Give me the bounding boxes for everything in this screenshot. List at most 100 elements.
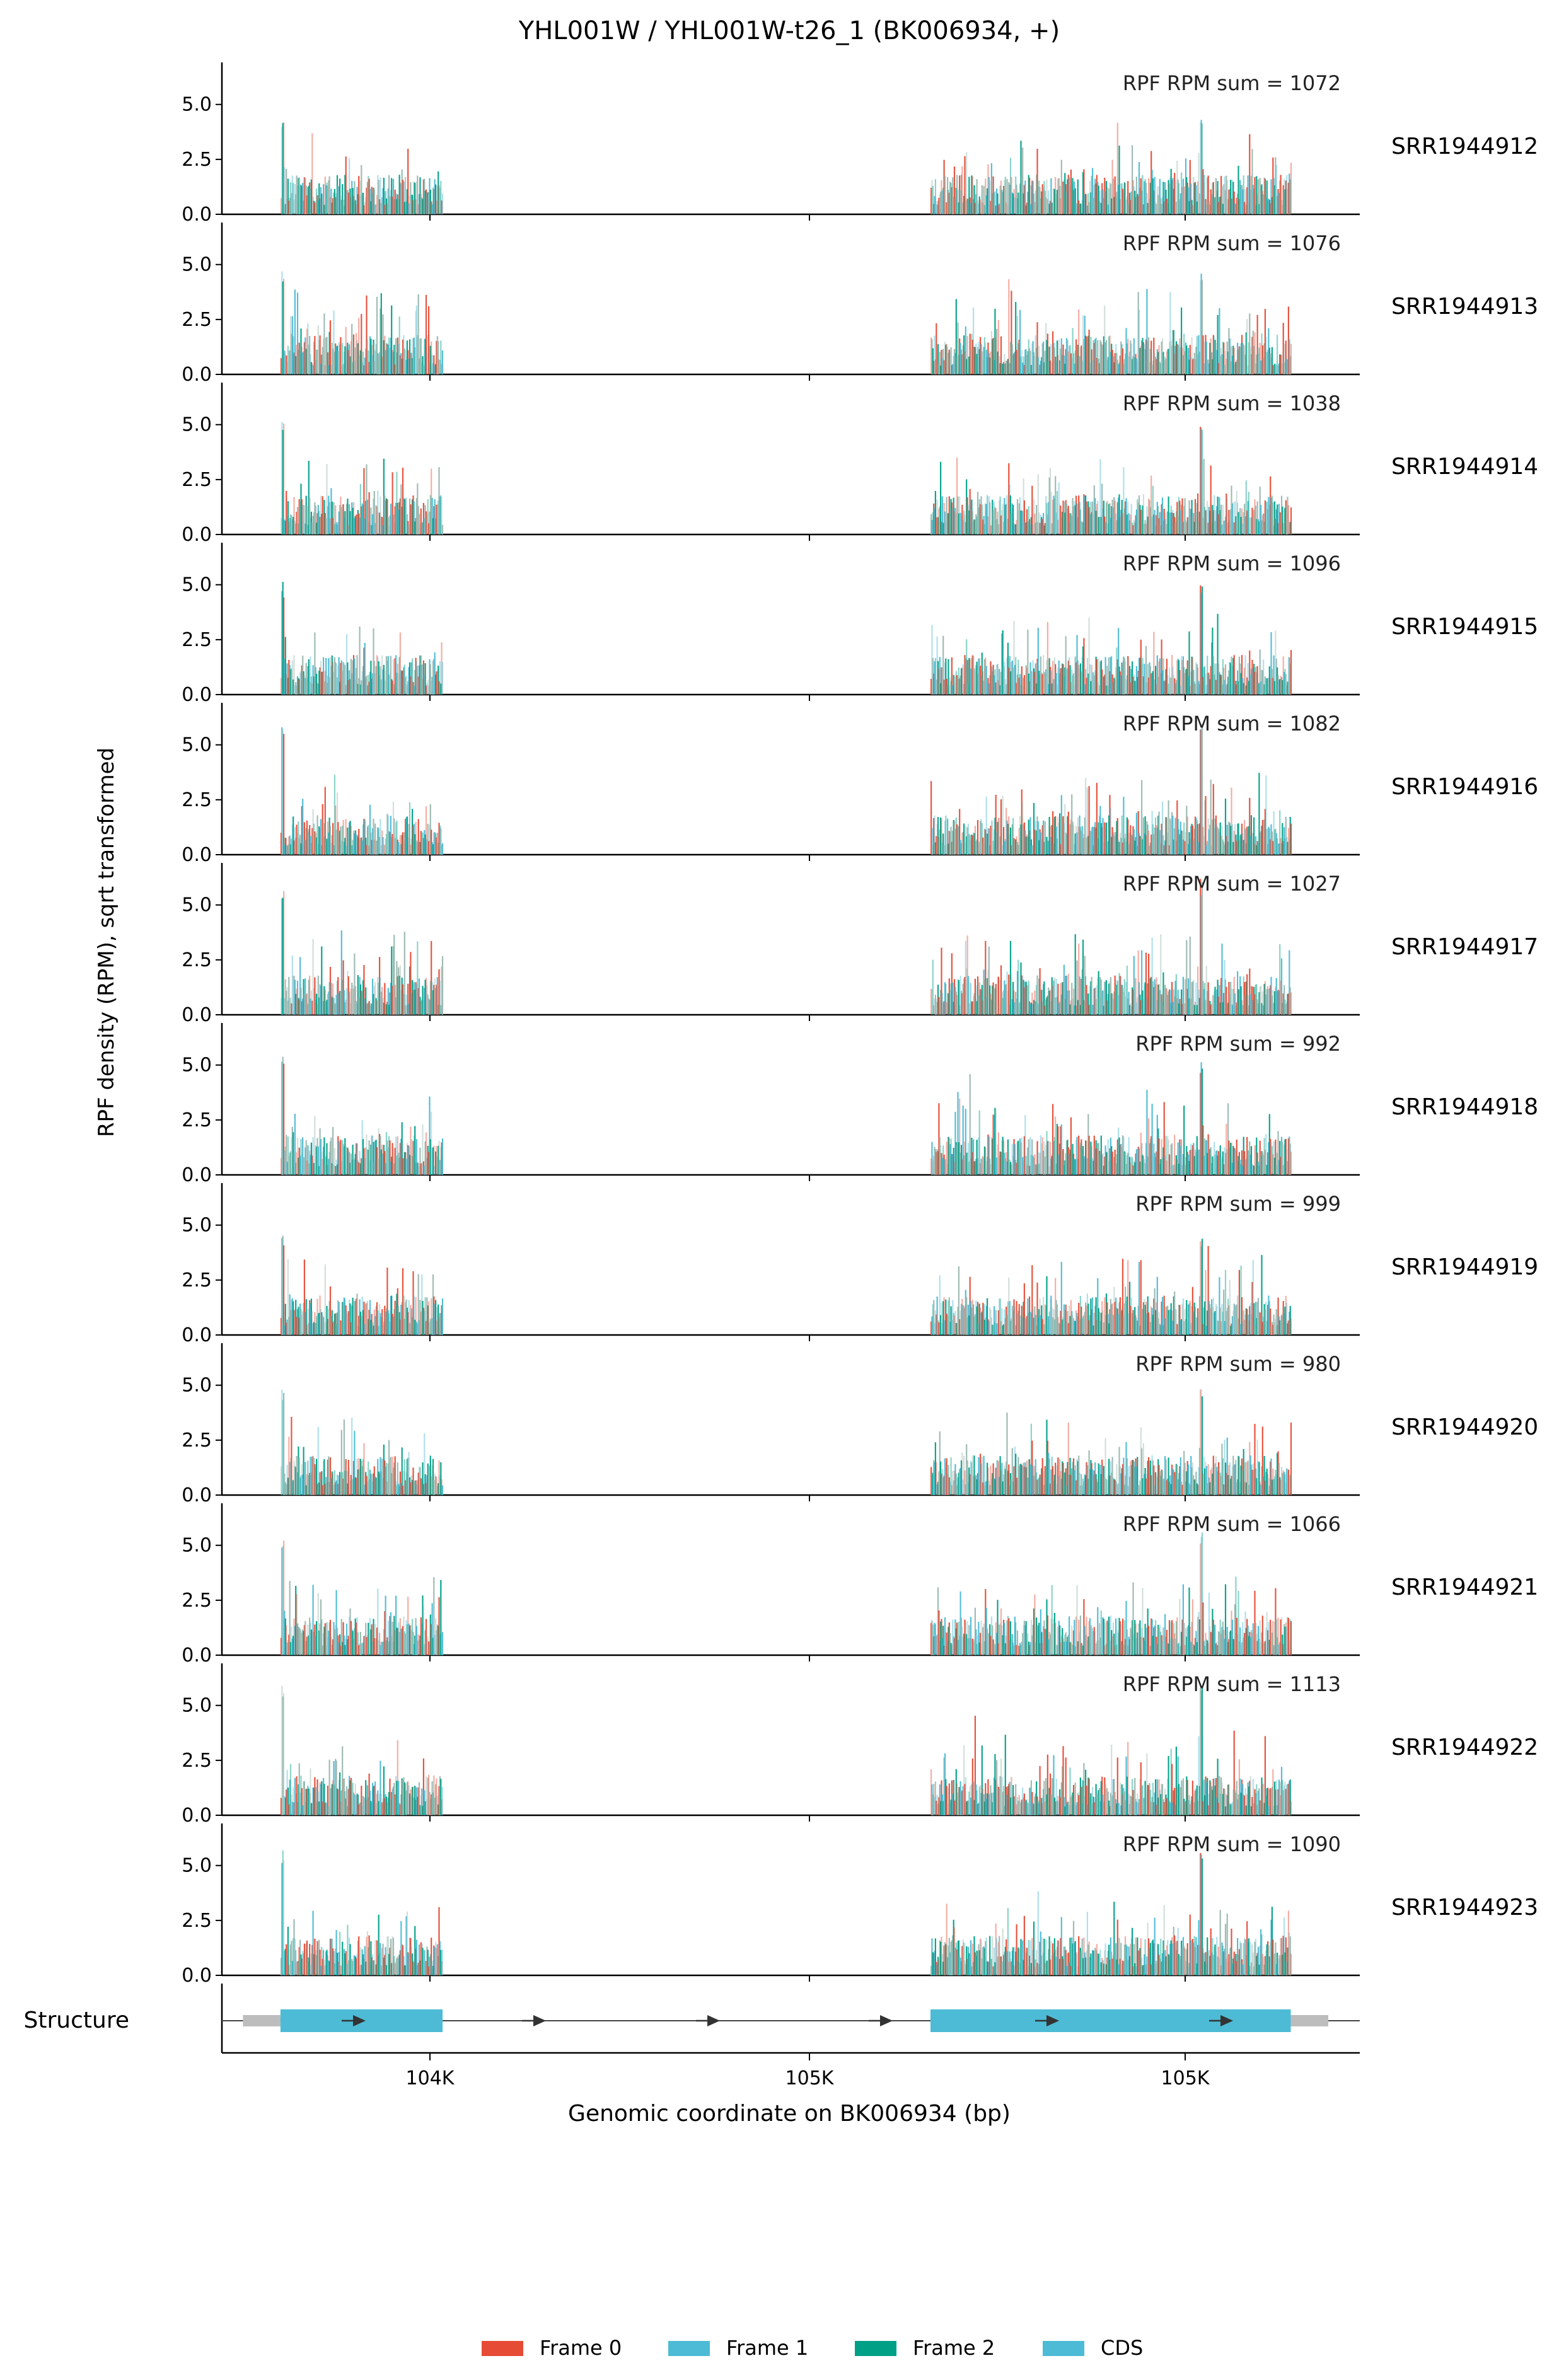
frame-1-bar — [345, 504, 348, 534]
frame-1-bar — [1203, 1156, 1205, 1175]
frame-1-bar — [413, 824, 415, 855]
frame-0-bar — [1046, 514, 1048, 534]
frame-0-bar — [1275, 630, 1277, 695]
frame-0-bar — [953, 1162, 956, 1175]
frame-1-bar — [936, 637, 938, 695]
frame-1-bar — [1203, 989, 1205, 1015]
frame-0-bar — [1163, 360, 1165, 374]
frame-0-bar — [376, 840, 378, 855]
frame-1-bar — [1138, 658, 1140, 695]
frame-2-bar — [1173, 674, 1174, 695]
frame-0-bar — [405, 1152, 407, 1175]
frame-0-bar — [1081, 1307, 1082, 1335]
frame-0-bar — [943, 502, 945, 534]
frame-1-bar — [1102, 676, 1104, 695]
frame-2-bar — [1038, 671, 1040, 695]
frame-1-bar — [967, 823, 969, 855]
frame-0-bar — [1153, 190, 1155, 214]
frame-0-bar — [1215, 510, 1217, 534]
frame-2-bar — [1030, 671, 1032, 695]
frame-1-bar — [418, 841, 420, 855]
frame-1-bar — [286, 987, 288, 1015]
frame-2-bar — [1181, 1319, 1183, 1335]
frame-2-bar — [1235, 516, 1237, 534]
frame-2-bar — [1028, 1312, 1029, 1335]
frame-2-bar — [398, 1157, 400, 1175]
frame-0-bar — [1158, 345, 1160, 374]
frame-1-bar — [1167, 203, 1169, 214]
frame-1-bar — [988, 828, 990, 855]
frame-2-bar — [406, 1143, 408, 1175]
frame-1-bar — [302, 1311, 304, 1335]
frame-1-bar — [996, 984, 998, 1015]
frame-2-bar — [401, 978, 403, 1015]
frame-0-bar — [420, 656, 422, 695]
frame-2-bar — [321, 845, 323, 855]
frame-1-bar — [392, 179, 395, 214]
frame-1-bar — [1104, 828, 1106, 855]
frame-0-bar — [1166, 199, 1168, 214]
frame-0-bar — [1264, 500, 1266, 534]
frame-1-bar — [403, 335, 405, 374]
frame-0-bar — [303, 1259, 305, 1335]
frame-1-bar — [1257, 179, 1260, 214]
frame-1-bar — [1081, 1150, 1083, 1175]
frame-2-bar — [300, 987, 302, 1015]
frame-0-bar — [938, 197, 940, 214]
frame-1-bar — [941, 496, 943, 534]
frame-2-bar — [318, 997, 320, 1015]
frame-0-bar — [1140, 509, 1142, 534]
frame-0-bar — [1202, 169, 1204, 214]
frame-1-bar — [949, 352, 951, 374]
frame-2-bar — [305, 1299, 307, 1335]
frame-2-bar — [1082, 172, 1084, 214]
frame-1-bar — [354, 658, 356, 695]
frame-0-bar — [1137, 1147, 1139, 1175]
frame-0-bar — [288, 521, 290, 534]
frame-1-bar — [1009, 484, 1011, 534]
frame-1-bar — [1146, 682, 1148, 695]
frame-1-bar — [1138, 1262, 1140, 1335]
frame-0-bar — [995, 984, 997, 1015]
frame-1-bar — [1214, 1141, 1215, 1175]
frame-0-bar — [1197, 824, 1199, 855]
frame-0-bar — [977, 492, 979, 534]
frame-2-bar — [1183, 506, 1185, 534]
frame-0-bar — [399, 1319, 401, 1335]
frame-2-bar — [1282, 1003, 1284, 1015]
frame-1-bar — [1156, 502, 1158, 534]
frame-1-bar — [349, 344, 351, 374]
frame-1-bar — [1086, 1293, 1088, 1335]
frame-1-bar — [1043, 1150, 1045, 1175]
frame-1-bar — [1275, 833, 1277, 855]
frame-1-bar — [1260, 1155, 1262, 1175]
frame-2-bar — [1232, 345, 1234, 374]
frame-0-bar — [402, 1158, 404, 1175]
frame-1-bar — [1190, 826, 1192, 855]
frame-1-bar — [947, 1164, 949, 1175]
frame-2-bar — [1245, 843, 1247, 855]
frame-1-bar — [333, 502, 335, 534]
frame-1-bar — [1079, 976, 1081, 1015]
frame-2-bar — [1128, 192, 1131, 214]
frame-1-bar — [361, 193, 363, 214]
frame-1-bar — [1146, 1090, 1148, 1175]
frame-2-bar — [282, 123, 284, 214]
frame-1-bar — [954, 1112, 956, 1175]
frame-2-bar — [282, 582, 284, 695]
frame-2-bar — [1165, 1307, 1167, 1335]
frame-1-bar — [1193, 669, 1195, 695]
frame-0-bar — [1127, 998, 1129, 1015]
frame-2-bar — [1077, 1000, 1079, 1015]
frame-2-bar — [1168, 1140, 1169, 1175]
frame-2-bar — [333, 351, 335, 374]
frame-2-bar — [1147, 1296, 1149, 1335]
frame-1-bar — [289, 664, 291, 695]
frame-0-bar — [930, 1158, 932, 1175]
frame-2-bar — [1062, 1319, 1063, 1335]
frame-0-bar — [1194, 182, 1197, 214]
frame-0-bar — [1282, 185, 1284, 214]
frame-0-bar — [441, 497, 443, 534]
frame-0-bar — [1075, 1310, 1077, 1335]
frame-1-bar — [1089, 363, 1091, 374]
